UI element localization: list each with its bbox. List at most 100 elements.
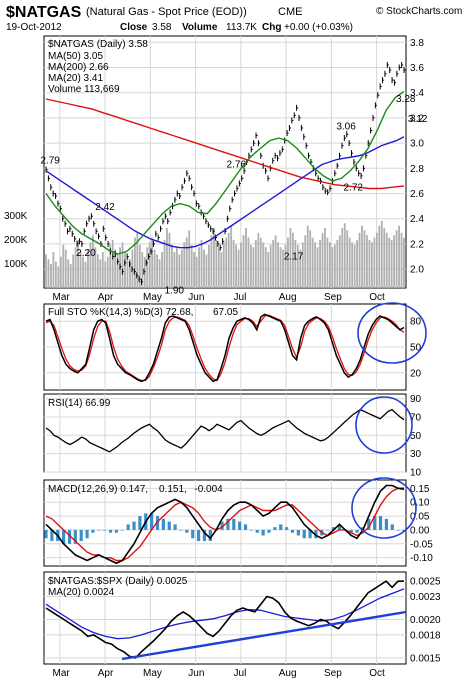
volume-bar [257,232,260,288]
volume-tick-label: 100K [4,259,28,270]
volume-bar [203,249,205,288]
macd-histogram-bar [314,529,318,539]
header-close-label: Close [120,22,148,33]
volume-bar [309,230,312,288]
macd-histogram-bar [261,529,265,536]
price-panel-xtick-label: Jun [188,292,204,303]
macd-histogram-bar [296,529,300,536]
volume-bar [279,247,282,288]
volume-bar [45,254,47,288]
ma200-line [45,98,405,190]
volume-bar [284,244,287,288]
macd-panel-ytick-label: -0.05 [410,539,433,550]
price-legend-entry: Volume 113,669 [48,84,120,95]
ratio-trendline [121,610,407,661]
price-panel-xtick-label: May [143,292,162,303]
macd-histogram-bar [97,529,101,531]
header-copyright: © StockCharts.com [376,6,462,17]
rsi-highlight-circle [355,396,413,454]
volume-bar [104,261,107,288]
macd-histogram-bar [202,529,207,542]
price-annotation: 3.06 [336,122,356,133]
macd-histogram-bar [290,529,295,533]
volume-bar [94,247,97,288]
volume-bar [158,259,161,288]
macd-histogram-bar [196,529,201,542]
sto-panel-ytick-label: 50 [410,343,422,354]
volume-bar [69,264,72,288]
volume-bar [121,242,124,288]
volume-bar [264,247,267,288]
header-name: (Natural Gas - Spot Price (EOD)) [86,6,247,18]
volume-bar [267,252,270,288]
volume-tick-label: 300K [4,211,28,222]
ratio-panel-xtick-label: Aug [279,668,297,679]
ratio-legend-entry: MA(20) 0.0024 [48,587,115,598]
volume-bar [380,220,383,288]
volume-bar [74,247,77,288]
ratio-panel-legend-entry: $NATGAS:$SPX (Daily) 0.0025 [48,576,188,587]
volume-bar [250,244,252,288]
price-annotation: 2.42 [95,202,115,213]
macd-histogram-bar [337,524,342,530]
volume-bar [358,232,361,288]
header-ticker: $NATGAS [6,4,82,21]
volume-bar [235,244,238,288]
rsi-panel-ytick-label: 10 [410,468,422,479]
header-volume-label: Volume [182,22,218,33]
volume-bar [64,249,67,288]
macd-histogram-bar [167,521,171,530]
volume-bar [195,256,198,288]
header-exchange: CME [278,6,302,18]
rsi-line [45,408,405,453]
volume-bar [89,242,92,288]
volume-bar [390,240,393,288]
macd-histogram-bar [355,529,359,533]
volume-bar [289,228,292,288]
price-panel-xtick-label: Apr [98,292,114,303]
ratio-panel-xtick-label: May [143,668,162,679]
volume-bar [148,242,151,288]
volume-bar [77,240,79,288]
macd-histogram-bar [331,527,336,530]
volume-bar [319,240,321,288]
price-panel-ytick-label: 3.4 [410,88,424,99]
macd-histogram-bar [367,518,371,530]
volume-bar [124,252,126,288]
volume-bar [361,225,363,288]
volume-bar [143,256,146,288]
volume-bar [311,237,314,288]
macd-histogram-bar [62,529,66,544]
price-annotation: 2.20 [76,248,96,259]
macd-histogram-bar [120,529,124,531]
price-panel-ytick-label: 3.6 [410,63,424,74]
volume-bar [301,242,304,288]
ratio-panel-ytick-label: 0.0015 [410,653,441,664]
volume-bar [87,249,89,288]
volume-bar [114,249,117,288]
volume-bar [254,240,257,288]
ratio-panel-xtick-label: Sep [324,668,342,679]
volume-bar [188,230,191,288]
macd-histogram-bar [79,529,83,542]
price-panel-ytick-label: 3.2 [410,113,424,124]
rsi-panel-ytick-label: 30 [410,449,422,460]
volume-bar [175,247,178,288]
rsi-panel-legend-entry: RSI(14) 66.99 [48,398,111,409]
volume-bar [156,254,159,288]
macd-panel-legend-entry: -0.004 [194,484,223,495]
price-annotation: 2.72 [343,182,363,193]
volume-bar [198,247,200,288]
volume-bar [331,247,334,288]
volume-bar [282,249,284,288]
macd-histogram-bar [396,529,400,531]
volume-bar [351,242,354,288]
volume-bar [212,228,215,288]
rsi-panel-ytick-label: 90 [410,394,422,405]
macd-histogram-bar [373,516,377,530]
macd-panel-ytick-label: 0.10 [410,498,430,509]
header-close-value: 3.58 [152,22,172,33]
volume-bar [227,232,230,288]
macd-histogram-bar [173,524,177,530]
